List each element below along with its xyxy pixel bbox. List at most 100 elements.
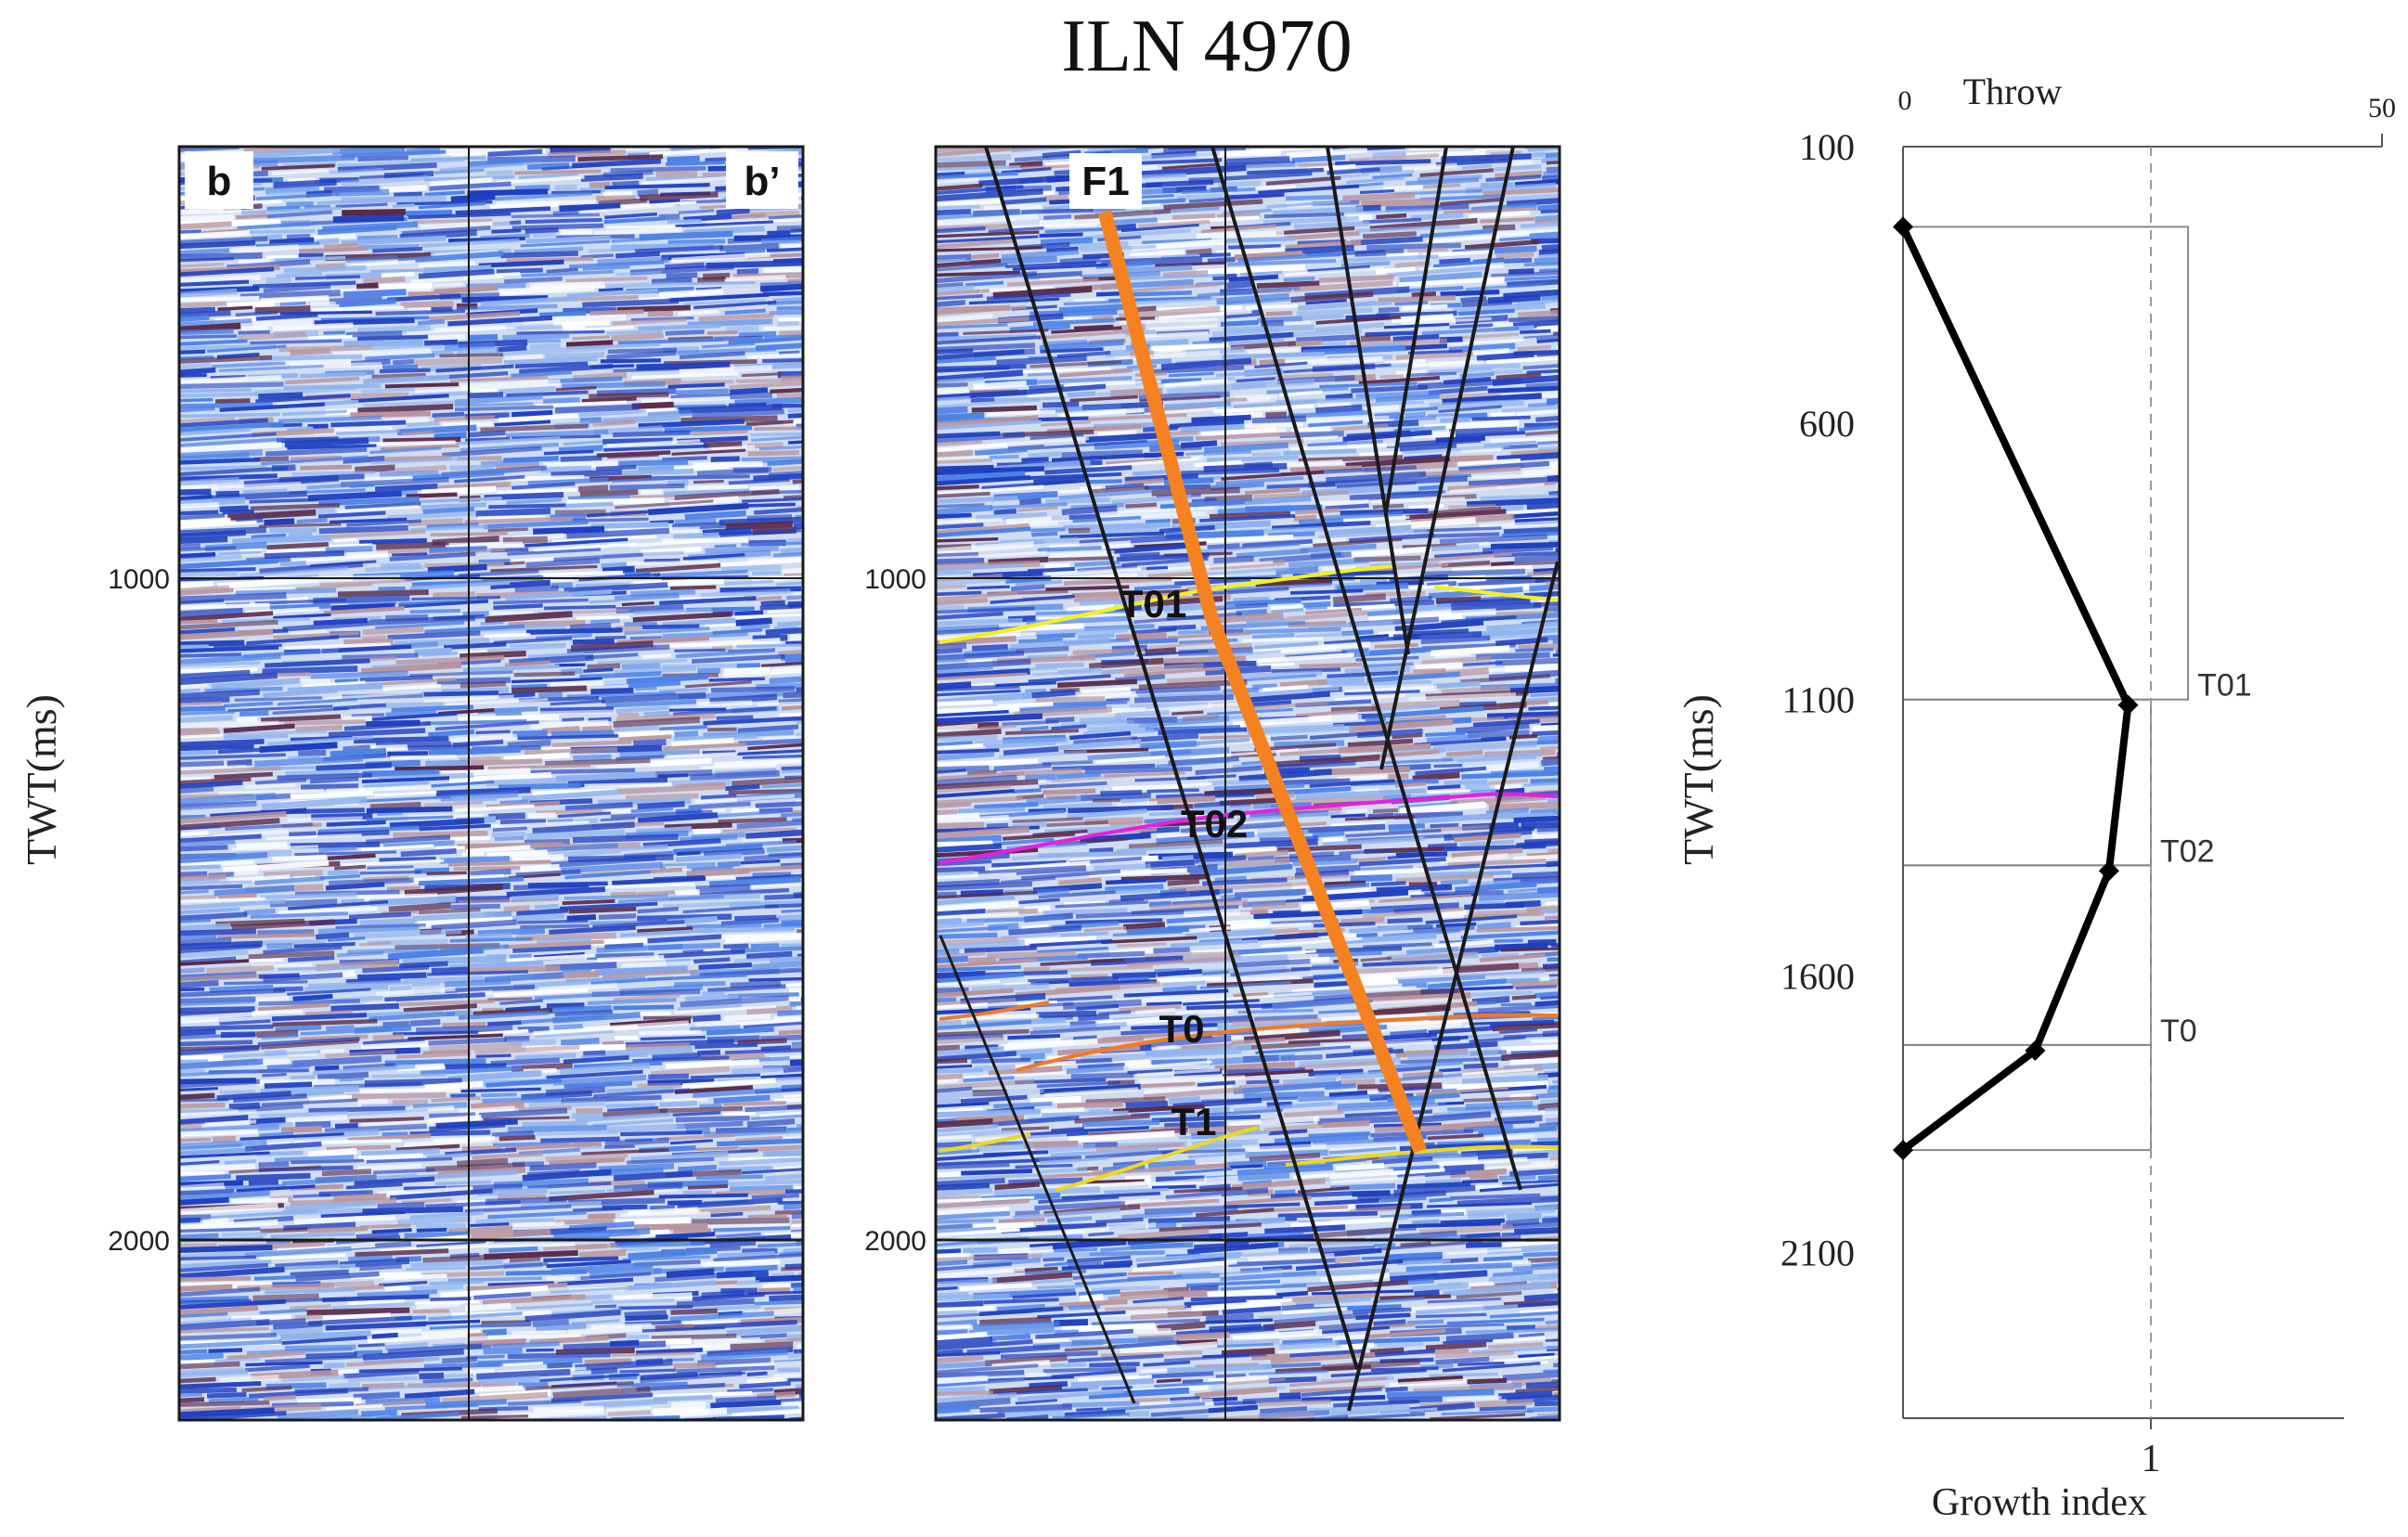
seismic-stripe	[936, 124, 1026, 136]
seismic-stripe	[404, 1388, 475, 1400]
seismic-stripe	[316, 238, 340, 245]
seismic-stripe	[1228, 274, 1279, 282]
seismic-stripe	[1302, 313, 1344, 321]
seismic-stripe	[179, 701, 223, 706]
seismic-stripe	[801, 826, 803, 833]
seismic-stripe	[676, 1440, 770, 1447]
seismic-stripe	[612, 876, 706, 885]
seismic-stripe	[1351, 384, 1429, 394]
seismic-stripe	[1448, 426, 1518, 435]
seismic-stripe	[602, 108, 667, 115]
seismic-stripe	[936, 209, 1039, 220]
seismic-stripe	[260, 714, 341, 723]
seismic-stripe	[500, 251, 578, 259]
seismic-stripe	[778, 1199, 803, 1205]
seismic-stripe	[179, 132, 229, 140]
seismic-stripe	[474, 1044, 580, 1055]
seismic-stripe	[628, 680, 681, 689]
seismic-stripe	[622, 468, 694, 476]
seismic-stripe	[455, 206, 551, 215]
seismic-stripe	[480, 621, 504, 626]
seismic-stripe	[724, 579, 774, 586]
seismic-stripe	[499, 386, 556, 394]
seismic-stripe	[536, 400, 627, 407]
seismic-stripe	[656, 642, 711, 649]
seismic-stripe	[507, 1399, 582, 1406]
seismic-stripe	[481, 1092, 517, 1098]
seismic-stripe	[682, 904, 779, 914]
seismic-stripe	[236, 1184, 316, 1193]
seismic-stripe	[179, 301, 227, 308]
seismic-stripe	[1094, 438, 1179, 450]
seismic-stripe	[1314, 322, 1384, 333]
seismic-stripe	[1490, 435, 1560, 444]
seismic-stripe	[285, 1114, 348, 1123]
seismic-stripe	[296, 117, 398, 126]
seismic-stripe	[700, 588, 791, 599]
seismic-stripe	[308, 335, 353, 340]
seismic-stripe	[252, 1454, 303, 1461]
panel-frame	[177, 145, 805, 1422]
seismic-stripe	[431, 780, 495, 788]
seismic-stripe	[526, 627, 623, 635]
seismic-stripe	[723, 1111, 756, 1117]
seismic-stripe	[375, 309, 465, 316]
seismic-stripe	[242, 488, 288, 495]
seismic-stripe	[609, 1449, 637, 1455]
seismic-stripe	[400, 847, 457, 858]
seismic-stripe	[579, 671, 662, 679]
seismic-stripe	[1388, 119, 1424, 126]
seismic-stripe	[392, 203, 415, 208]
seismic-stripe	[179, 786, 214, 794]
seismic-stripe	[179, 1407, 275, 1418]
seismic-stripe	[736, 663, 760, 668]
seismic-stripe	[366, 1156, 453, 1164]
seismic-stripe	[549, 1157, 625, 1166]
seismic-stripe	[179, 388, 252, 394]
seismic-stripe	[729, 381, 803, 390]
seismic-stripe	[317, 133, 371, 141]
seismic-stripe	[986, 409, 1056, 417]
seismic-stripe	[1039, 339, 1124, 352]
seismic-stripe	[556, 1424, 613, 1431]
seismic-stripe	[685, 138, 793, 146]
seismic-stripe	[349, 484, 374, 488]
seismic-stripe	[754, 1430, 824, 1438]
seismic-stripe	[562, 898, 615, 906]
seismic-stripe	[1399, 271, 1482, 284]
seismic-stripe	[683, 298, 766, 306]
seismic-stripe	[179, 1129, 258, 1137]
seismic-stripe	[728, 477, 790, 485]
seismic-stripe	[179, 295, 260, 303]
seismic-stripe	[674, 1085, 754, 1094]
seismic-stripe	[690, 430, 748, 436]
seismic-stripe	[1293, 279, 1393, 292]
seismic-stripe	[696, 468, 769, 477]
seismic-stripe	[936, 439, 983, 446]
seismic-stripe	[416, 1302, 460, 1310]
seismic-stripe	[1401, 316, 1492, 325]
seismic-stripe	[179, 494, 213, 502]
seismic-stripe	[1249, 118, 1288, 124]
seismic-stripe	[346, 519, 421, 527]
seismic-stripe	[654, 1271, 754, 1283]
seismic-stripe	[235, 310, 278, 317]
seismic-stripe	[975, 133, 1065, 143]
seismic-stripe	[179, 520, 257, 529]
seismic-stripe	[409, 1018, 441, 1027]
seismic-stripe	[208, 1348, 243, 1353]
seismic-stripe	[764, 893, 802, 900]
seismic-stripe	[289, 488, 366, 495]
seismic-stripe	[614, 592, 680, 601]
seismic-stripe	[1558, 803, 1560, 815]
seismic-stripe	[617, 712, 640, 717]
seismic-stripe	[179, 279, 250, 287]
seismic-stripe	[487, 997, 533, 1001]
seismic-stripe	[581, 203, 676, 213]
seismic-stripe	[357, 1153, 423, 1160]
seismic-stripe	[640, 133, 711, 139]
seismic-stripe	[447, 237, 525, 243]
seismic-stripe	[179, 918, 212, 923]
seismic-stripe	[673, 1228, 712, 1233]
seismic-stripe	[1471, 415, 1531, 421]
